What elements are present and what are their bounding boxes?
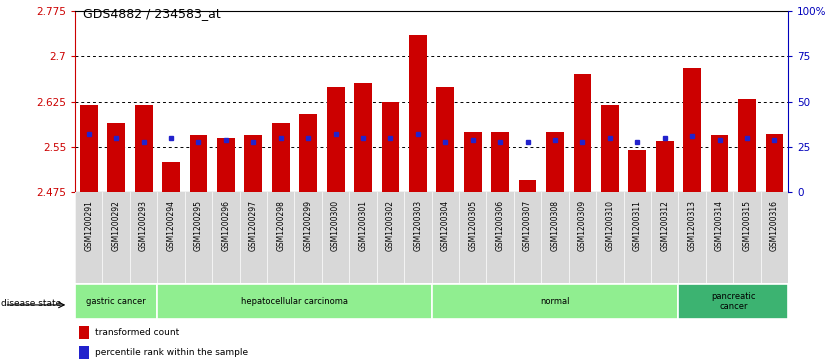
Text: GSM1200309: GSM1200309 [578, 200, 587, 251]
Bar [78, 326, 89, 339]
Text: disease state: disease state [1, 299, 61, 307]
Bar [75, 284, 158, 319]
Text: percentile rank within the sample: percentile rank within the sample [95, 348, 248, 356]
Text: GSM1200305: GSM1200305 [468, 200, 477, 251]
Text: GSM1200300: GSM1200300 [331, 200, 340, 251]
Text: GSM1200296: GSM1200296 [221, 200, 230, 250]
Text: gastric cancer: gastric cancer [87, 297, 146, 306]
Text: GSM1200303: GSM1200303 [414, 200, 422, 251]
Text: GSM1200314: GSM1200314 [715, 200, 724, 250]
Bar [738, 99, 756, 192]
Bar [158, 284, 432, 319]
Bar [80, 105, 98, 192]
Bar [299, 114, 317, 192]
Bar [601, 105, 619, 192]
Text: GSM1200291: GSM1200291 [84, 200, 93, 250]
Bar [574, 74, 591, 192]
Bar [766, 134, 783, 192]
Bar [78, 346, 89, 359]
Bar [464, 132, 482, 192]
Text: GSM1200304: GSM1200304 [441, 200, 450, 251]
Bar [546, 132, 564, 192]
Text: GDS4882 / 234583_at: GDS4882 / 234583_at [83, 7, 221, 20]
Text: GSM1200312: GSM1200312 [661, 200, 669, 250]
Bar [162, 162, 180, 192]
Bar [381, 102, 399, 192]
Bar [272, 123, 289, 192]
Text: GSM1200310: GSM1200310 [605, 200, 615, 250]
Text: GSM1200308: GSM1200308 [550, 200, 560, 250]
Text: GSM1200306: GSM1200306 [495, 200, 505, 251]
Bar [491, 132, 509, 192]
Bar [409, 35, 427, 192]
Bar [628, 150, 646, 192]
Bar [135, 105, 153, 192]
Text: normal: normal [540, 297, 570, 306]
Bar [354, 83, 372, 192]
Bar [678, 284, 788, 319]
Bar [244, 135, 262, 192]
Text: GSM1200299: GSM1200299 [304, 200, 313, 250]
Text: GSM1200298: GSM1200298 [276, 200, 285, 250]
Text: GSM1200311: GSM1200311 [633, 200, 642, 250]
Text: GSM1200307: GSM1200307 [523, 200, 532, 251]
Text: pancreatic
cancer: pancreatic cancer [711, 291, 756, 311]
Bar [711, 135, 728, 192]
Text: GSM1200316: GSM1200316 [770, 200, 779, 250]
Text: GSM1200295: GSM1200295 [194, 200, 203, 250]
Text: GSM1200301: GSM1200301 [359, 200, 368, 250]
Bar [217, 138, 235, 192]
Text: GSM1200293: GSM1200293 [139, 200, 148, 250]
Text: transformed count: transformed count [95, 328, 179, 337]
Text: hepatocellular carcinoma: hepatocellular carcinoma [241, 297, 348, 306]
Text: GSM1200315: GSM1200315 [742, 200, 751, 250]
Text: GSM1200302: GSM1200302 [386, 200, 395, 250]
Bar [432, 284, 678, 319]
Text: GSM1200313: GSM1200313 [688, 200, 696, 250]
Text: GSM1200292: GSM1200292 [112, 200, 121, 250]
Bar [683, 68, 701, 192]
Text: GSM1200294: GSM1200294 [167, 200, 175, 250]
Bar [519, 180, 536, 192]
Bar [108, 123, 125, 192]
Bar [327, 86, 344, 192]
Text: GSM1200297: GSM1200297 [249, 200, 258, 250]
Bar [656, 141, 674, 192]
Bar [189, 135, 208, 192]
Bar [436, 86, 455, 192]
